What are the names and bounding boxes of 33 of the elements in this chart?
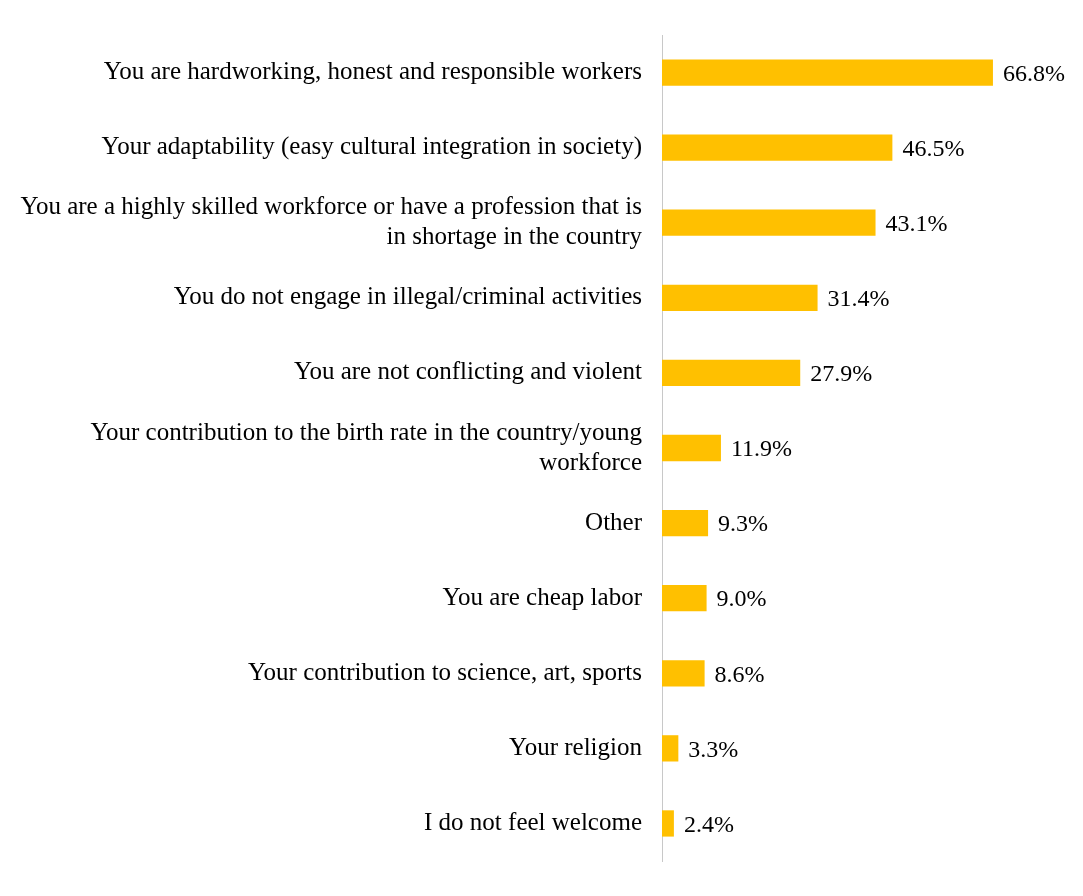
y-tick-label: You are a highly skilled workforce or have a profession that is in shortage in the country xyxy=(20,192,643,250)
y-tick-label: Your contribution to the birth rate in the country/young workforce xyxy=(90,417,643,475)
y-tick-label: Your contribution to science, art, sports xyxy=(248,657,642,685)
y-tick-label: Your religion xyxy=(509,732,643,760)
data-label: 11.9% xyxy=(730,435,793,462)
y-tick-label: You are not conflicting and violent xyxy=(293,357,643,385)
data-label: 31.4% xyxy=(827,285,890,312)
bar xyxy=(662,284,818,311)
y-tick-label: I do not feel welcome xyxy=(424,808,642,836)
bar xyxy=(662,660,705,687)
y-tick-label: Other xyxy=(585,507,643,535)
y-tick-label: You are cheap labor xyxy=(442,582,643,610)
y-tick-label: You are hardworking, honest and responsible workers xyxy=(103,57,642,85)
bar xyxy=(662,810,674,837)
data-label: 43.1% xyxy=(885,210,948,237)
data-label: 2.4% xyxy=(683,810,734,837)
bar xyxy=(662,509,709,537)
data-label: 9.3% xyxy=(718,510,769,537)
data-label: 66.8% xyxy=(1002,59,1065,86)
data-label: 8.6% xyxy=(714,660,765,687)
bar xyxy=(662,134,893,161)
bar xyxy=(662,434,721,462)
bar xyxy=(662,735,679,762)
bar xyxy=(662,585,707,612)
bar xyxy=(662,209,876,236)
bar xyxy=(662,59,993,86)
y-tick-label: You do not engage in illegal/criminal activities xyxy=(173,282,642,310)
data-label: 3.3% xyxy=(688,735,739,762)
data-label: 46.5% xyxy=(902,134,965,161)
data-label: 9.0% xyxy=(716,585,767,612)
bar xyxy=(662,359,801,387)
y-tick-label: Your adaptability (easy cultural integration in society) xyxy=(101,132,642,161)
data-label: 27.9% xyxy=(810,360,873,387)
